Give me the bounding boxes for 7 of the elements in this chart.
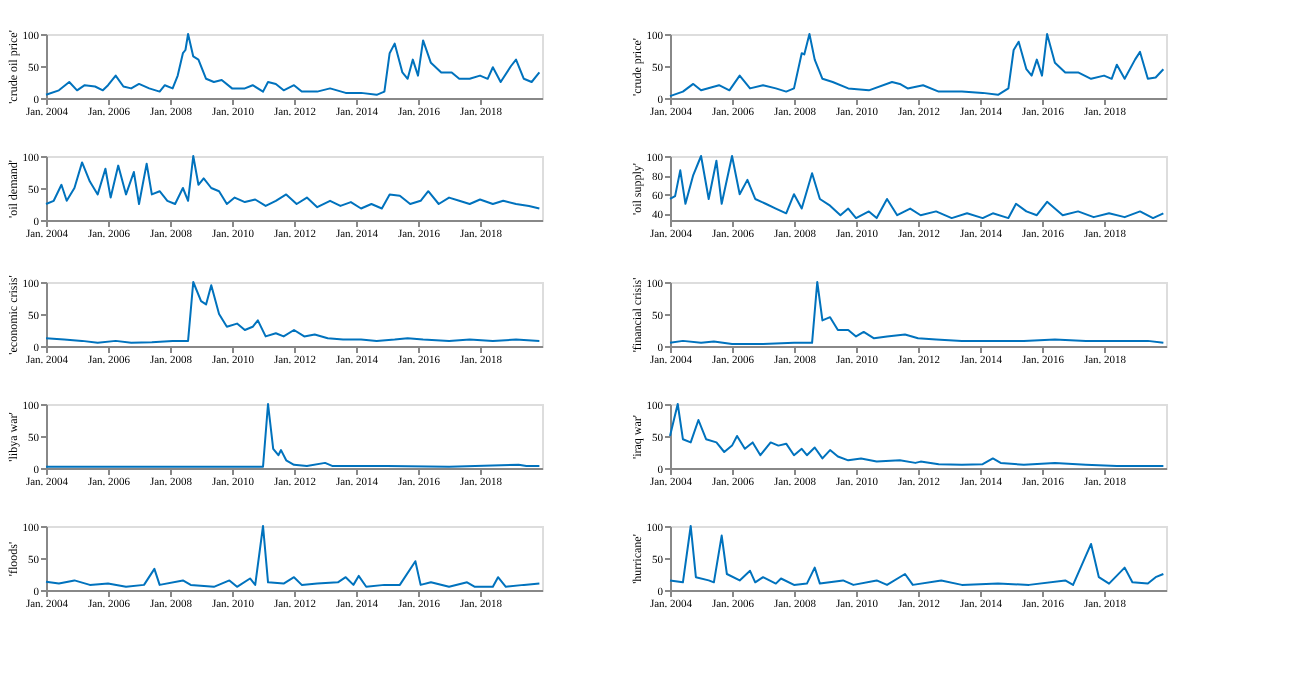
line-series xyxy=(669,155,1165,220)
line-series xyxy=(669,403,1165,468)
line-series xyxy=(669,33,1165,98)
line-series xyxy=(669,281,1165,346)
line-series xyxy=(45,403,541,468)
line-series xyxy=(45,155,541,210)
line-series xyxy=(669,525,1165,586)
